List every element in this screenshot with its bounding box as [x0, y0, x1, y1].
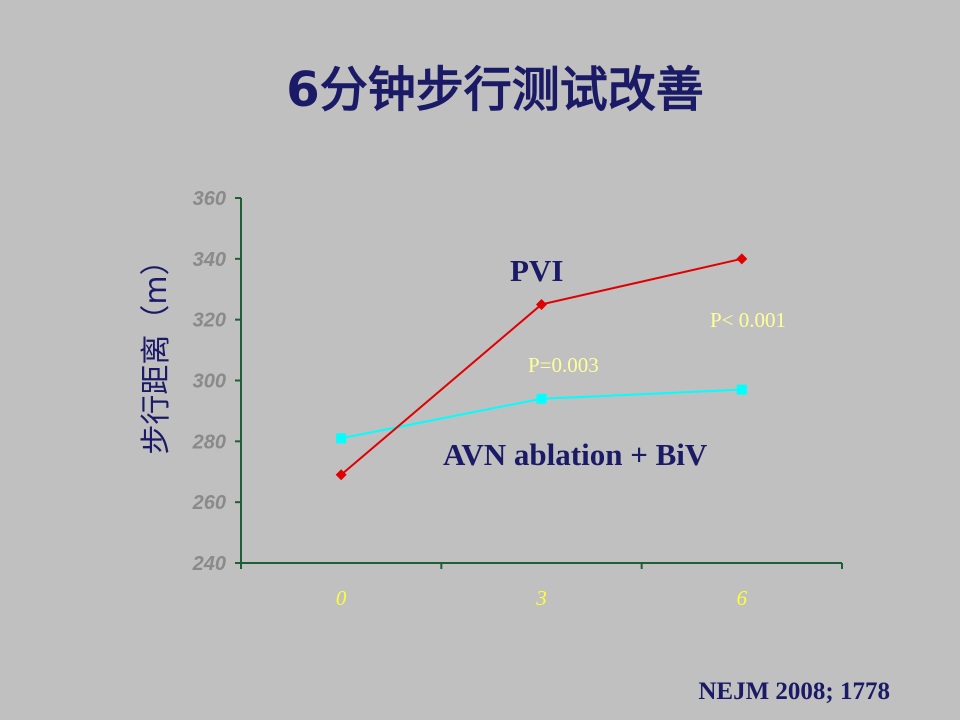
- page-title: 6分钟步行测试改善: [286, 62, 704, 118]
- y-tick-label: 340: [193, 249, 226, 271]
- y-tick-label: 260: [192, 492, 226, 514]
- x-tick-label: 3: [535, 586, 547, 610]
- y-tick-label: 280: [192, 431, 226, 453]
- series-label-pvi: PVI: [510, 253, 564, 288]
- y-tick-label: 360: [193, 188, 226, 210]
- data-point-diamond: [736, 253, 748, 265]
- p-value-annotation: P=0.003: [528, 353, 599, 377]
- p-value-annotation: P< 0.001: [710, 308, 787, 332]
- x-tick-label: 6: [737, 586, 748, 610]
- y-tick-label: 300: [193, 371, 226, 393]
- x-tick-label: 0: [336, 586, 347, 610]
- series-label-avn-biv: AVN ablation + BiV: [443, 437, 708, 472]
- data-point-diamond: [335, 469, 347, 481]
- citation: NEJM 2008; 1778: [698, 678, 890, 705]
- data-point-square: [736, 384, 747, 395]
- data-point-diamond: [536, 298, 547, 310]
- y-tick-label: 240: [192, 553, 226, 575]
- y-tick-label: 320: [193, 310, 226, 332]
- data-point-square: [536, 393, 547, 404]
- data-point-square: [336, 433, 347, 444]
- y-axis-title: 步行距离（m）: [139, 245, 174, 455]
